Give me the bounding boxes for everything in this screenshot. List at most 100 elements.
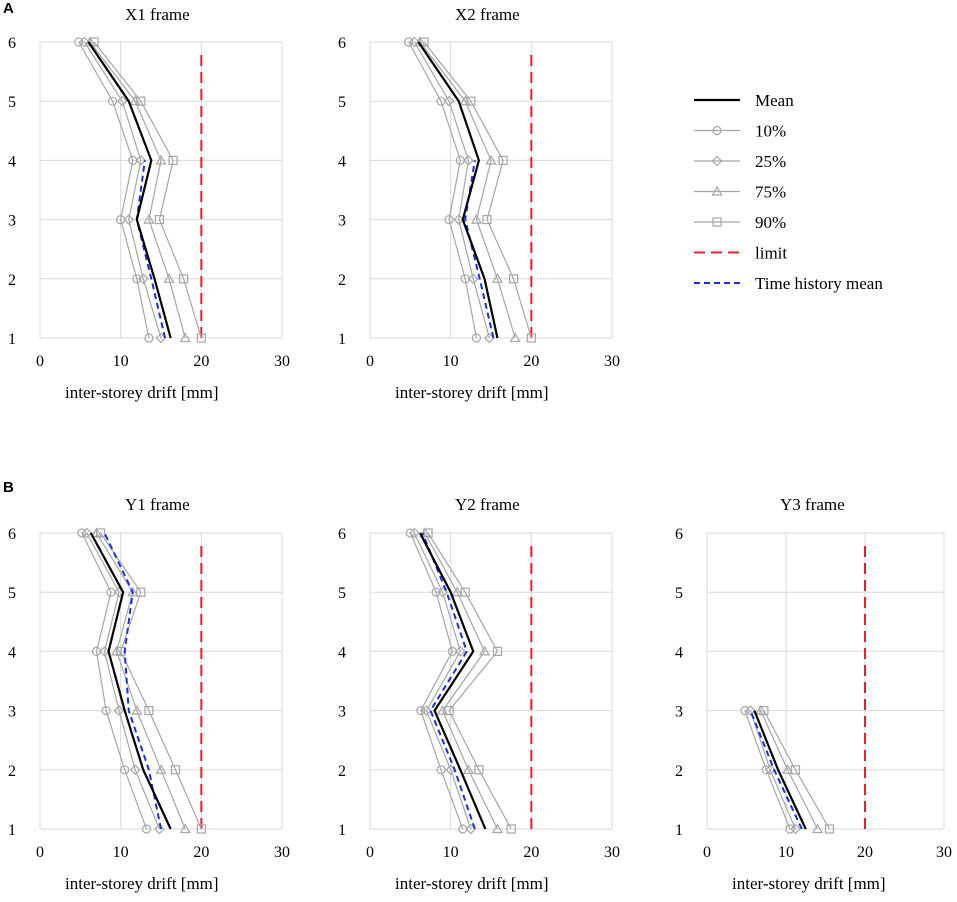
- chart-4-ytick-label: 4: [338, 644, 346, 661]
- chart-3-point-p90: [144, 705, 154, 716]
- chart-3-point-p10: [77, 528, 87, 538]
- chart-2-series-p25: [413, 41, 490, 339]
- chart-1-point-p90: [89, 37, 99, 47]
- chart-5-point-p10: [740, 705, 750, 716]
- chart-2-ytick-label: 1: [338, 331, 346, 348]
- chart-2-point-p90: [419, 37, 429, 47]
- chart-1-ytick-label: 4: [8, 153, 16, 170]
- chart-4-point-p75: [491, 823, 503, 834]
- chart-2-point-p10: [444, 215, 454, 225]
- panel-letter-b: B: [3, 479, 14, 496]
- chart-2-ytick-label: 6: [338, 35, 346, 52]
- legend-label-mean: Mean: [755, 91, 794, 110]
- legend-item-p75: 75%: [694, 183, 786, 202]
- chart-3-point-p75: [179, 823, 191, 834]
- chart-1-point-p10: [74, 37, 84, 47]
- chart-5-xlabel: inter-storey drift [mm]: [732, 874, 886, 893]
- legend-label-limit: limit: [755, 244, 787, 263]
- chart-2-title: X2 frame: [455, 5, 520, 24]
- chart-2-point-p90: [498, 155, 508, 165]
- legend-item-p90: 90%: [694, 213, 786, 232]
- chart-2-ytick-label: 4: [338, 153, 346, 170]
- chart-1-ytick-label: 2: [8, 272, 16, 289]
- chart-2-point-p10: [404, 37, 414, 47]
- chart-4-point-p90: [474, 765, 484, 775]
- chart-2-series-p10: [408, 41, 478, 339]
- chart-1: X1 frame 0 10 20 30 1 2 3 4 5 6 inter-storey drift …: [8, 5, 290, 402]
- chart-3-ytick-label: 1: [8, 822, 16, 839]
- chart-4-xlabel: inter-storey drift [mm]: [395, 874, 549, 893]
- chart-5-ytick-label: 6: [675, 526, 683, 543]
- legend-label-th: Time history mean: [755, 274, 883, 293]
- chart-2-xtick-label: 20: [523, 353, 539, 370]
- chart-3-xlabel: inter-storey drift [mm]: [65, 874, 219, 893]
- chart-1-xtick-label: 10: [113, 353, 129, 370]
- chart-3-point-p90: [170, 765, 181, 775]
- chart-2-ytick-label: 3: [338, 213, 346, 230]
- chart-2-point-p75: [485, 154, 497, 165]
- chart-3-point-p25: [81, 527, 93, 539]
- chart-3-point-p75: [131, 704, 143, 715]
- chart-4-ytick-label: 2: [338, 763, 346, 780]
- chart-4-point-p75: [462, 764, 474, 774]
- chart-2-series-mean: [417, 41, 499, 339]
- chart-2-point-p90: [466, 96, 476, 106]
- chart-4: Y2 frame 0 10 20 30 1 2 3 4 5 6 inter-storey drift …: [338, 495, 620, 893]
- chart-1-series-th: [135, 160, 167, 339]
- chart-2-xlabel: inter-storey drift [mm]: [395, 383, 549, 402]
- legend-label-p75: 75%: [755, 183, 786, 202]
- chart-4-xtick-label: 0: [366, 844, 374, 861]
- chart-1-xtick-label: 30: [274, 353, 290, 370]
- chart-5-series-mean: [753, 710, 807, 830]
- chart-3-xtick-label: 10: [113, 844, 129, 861]
- chart-2-series-p75: [419, 41, 516, 339]
- chart-3-xtick-label: 30: [274, 844, 290, 861]
- chart-1-point-p90: [196, 333, 206, 343]
- chart-3-title: Y1 frame: [125, 495, 190, 514]
- chart-3-xtick-label: 20: [193, 844, 209, 861]
- chart-1-point-p90: [178, 274, 189, 284]
- chart-5-ytick-label: 5: [675, 585, 683, 602]
- chart-1-point-p25: [116, 95, 128, 107]
- chart-1-point-p75: [155, 154, 167, 165]
- chart-2-point-p25: [443, 95, 455, 107]
- chart-2-xtick-label: 10: [443, 353, 459, 370]
- chart-4-ytick-label: 3: [338, 704, 346, 721]
- chart-3-point-p10: [101, 705, 111, 716]
- chart-5-xtick-label: 0: [703, 844, 711, 861]
- chart-3-series-p10: [81, 532, 148, 830]
- chart-5-point-p90: [824, 824, 835, 834]
- chart-2: X2 frame 0 10 20 30 1 2 3 4 5 6 inter-storey drift …: [338, 5, 620, 402]
- chart-3-point-p90: [95, 528, 106, 538]
- chart-2-xtick-label: 30: [604, 353, 620, 370]
- chart-1-series-mean: [87, 41, 172, 339]
- legend-item-th: Time history mean: [694, 274, 883, 293]
- chart-5-ytick-label: 4: [675, 644, 683, 661]
- panel-letter-a: A: [3, 0, 14, 17]
- chart-2-xtick-label: 0: [366, 353, 374, 370]
- chart-5-series-p90: [763, 710, 830, 830]
- chart-5-point-p75: [812, 823, 824, 834]
- chart-5-series-p25: [749, 710, 797, 830]
- chart-4-point-p25: [421, 705, 432, 716]
- legend-label-p10: 10%: [755, 122, 786, 141]
- chart-2-point-p25: [463, 155, 474, 166]
- chart-4-point-p10: [431, 587, 441, 597]
- chart-4-title: Y2 frame: [455, 495, 520, 514]
- chart-4-point-p25: [454, 646, 466, 657]
- chart-1-point-p90: [136, 96, 146, 106]
- chart-3-point-p25: [99, 646, 110, 657]
- chart-1-point-p90: [154, 215, 164, 225]
- chart-4-point-p90: [423, 528, 433, 538]
- chart-3-series-th: [103, 532, 162, 830]
- chart-5-series-p75: [760, 710, 819, 830]
- chart-4-series-p25: [413, 532, 472, 830]
- chart-3-series-mean: [89, 532, 172, 830]
- chart-4-point-p25: [409, 527, 420, 539]
- chart-3-ytick-label: 6: [8, 526, 16, 543]
- chart-4-point-p90: [506, 824, 516, 834]
- chart-3-point-p25: [129, 764, 141, 776]
- chart-1-point-p10: [107, 96, 118, 106]
- chart-2-ytick-label: 5: [338, 94, 346, 111]
